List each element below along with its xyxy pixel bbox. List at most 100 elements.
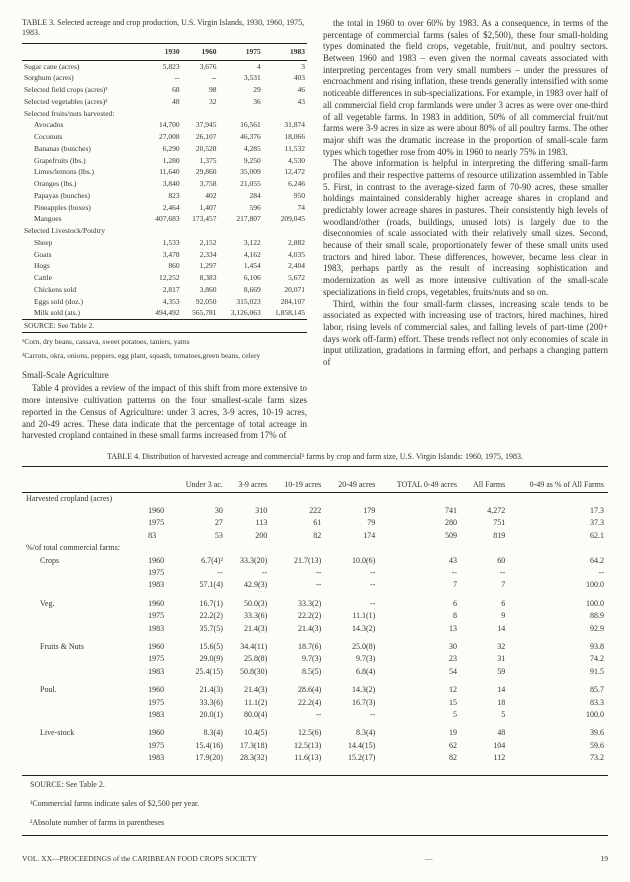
table4-label: %/of total commercial farms:: [22, 542, 144, 554]
table3-cell: 4,285: [219, 143, 263, 155]
footer-left: VOL. XX—PROCEEDINGS of the CARIBBEAN FOO…: [22, 854, 257, 864]
table3-label: Oranges (lbs.): [22, 178, 145, 190]
table3-cell: 3,840: [145, 178, 182, 190]
table4-cell: 100.0: [509, 598, 608, 610]
table4-cell: 222: [271, 505, 325, 517]
table4-cell: 12.5(13): [271, 740, 325, 752]
table3-label: Selected Livestock/Poultry: [22, 225, 145, 237]
table4: Under 3 ac.3-9 acres10-19 acres20-49 acr…: [22, 479, 608, 770]
table4-label: Live-stock: [22, 727, 144, 739]
table3-cell: 20,071: [263, 284, 307, 296]
table4-cell: --: [509, 567, 608, 579]
table3-cell: 98: [182, 84, 219, 96]
table4-header: TOTAL 0-49 acres: [379, 479, 461, 492]
table4-cell: 28.6(4): [271, 684, 325, 696]
table4-cell: --: [173, 567, 227, 579]
table3-cell: 4: [219, 60, 263, 72]
table3-label: Papayas (bunches): [22, 190, 145, 202]
table4-cell: 19: [379, 727, 461, 739]
table4-cell: 9.7(3): [325, 653, 379, 665]
table4-cell: 8.5(5): [271, 666, 325, 678]
table3-label: Mangoes: [22, 213, 145, 225]
table4-cell: [271, 492, 325, 505]
table3-cell: 46: [263, 84, 307, 96]
table3-cell: 173,457: [182, 213, 219, 225]
table3-cell: 74: [263, 202, 307, 214]
table3-cell: 403: [263, 72, 307, 84]
table3-cell: 12,472: [263, 166, 307, 178]
table3-cell: 92,050: [182, 296, 219, 308]
table4-year: 1975: [144, 517, 173, 529]
table4-cell: [227, 492, 271, 505]
table4-cell: 39.6: [509, 727, 608, 739]
table3-cell: 14,700: [145, 119, 182, 131]
table4-cell: 21.4(3): [173, 684, 227, 696]
table4-cell: 34.4(11): [227, 641, 271, 653]
table4-label: [22, 623, 144, 635]
table4-header: All Farms: [461, 479, 509, 492]
table4-year: [144, 492, 173, 505]
table4-cell: 92.9: [509, 623, 608, 635]
table4-cell: --: [271, 709, 325, 721]
table3-cell: 3,478: [145, 249, 182, 261]
table3-label: Sugar cane (acres): [22, 60, 145, 72]
table4-label: [22, 567, 144, 579]
table4-year: 1975: [144, 697, 173, 709]
table4-year: 1983: [144, 579, 173, 591]
table4-cell: [325, 492, 379, 505]
table4-label: [22, 752, 144, 764]
table4-cell: --: [325, 579, 379, 591]
table4-cell: 22.2(4): [271, 697, 325, 709]
table4-year: 1983: [144, 623, 173, 635]
table3-label: Milk sold (ats.): [22, 307, 145, 319]
table4-cell: [461, 542, 509, 554]
table4-year: 1960: [144, 641, 173, 653]
table4-cell: 10.4(5): [227, 727, 271, 739]
table4-cell: 14.3(2): [325, 684, 379, 696]
table4-cell: 12: [379, 684, 461, 696]
table4-year: 1960: [144, 684, 173, 696]
table4-cell: 10.0(6): [325, 555, 379, 567]
table4-cell: 85.7: [509, 684, 608, 696]
table3-cell: 1,297: [182, 260, 219, 272]
table3-cell: [219, 225, 263, 237]
table4-cell: --: [271, 567, 325, 579]
table3-cell: 2,464: [145, 202, 182, 214]
table4-cell: 30: [173, 505, 227, 517]
table4-header: 20-49 acres: [325, 479, 379, 492]
table3-cell: 6,246: [263, 178, 307, 190]
table4-cell: 79: [325, 517, 379, 529]
table4-cell: 13: [379, 623, 461, 635]
table4-cell: --: [271, 579, 325, 591]
table4-caption: TABLE 4. Distribution of harvested acrea…: [22, 452, 608, 462]
table4-cell: 100.0: [509, 579, 608, 591]
table4-cell: 21.4(3): [227, 623, 271, 635]
table4-cell: 33.3(6): [227, 610, 271, 622]
table4-label: [22, 740, 144, 752]
table4-cell: 8: [379, 610, 461, 622]
table3-cell: 407,683: [145, 213, 182, 225]
table3-col: [22, 43, 145, 60]
table4-cell: 33.3(20): [227, 555, 271, 567]
table3-cell: 46,376: [219, 131, 263, 143]
table4-cell: 61: [271, 517, 325, 529]
table4-label: [22, 666, 144, 678]
table3-cell: 36: [219, 96, 263, 108]
table4-cell: 12.5(6): [271, 727, 325, 739]
table3-label: Selected vegetables (acres)²: [22, 96, 145, 108]
table4-cell: 5: [461, 709, 509, 721]
table3-cell: [182, 108, 219, 120]
table3-cell: 29,860: [182, 166, 219, 178]
table3-cell: 11,640: [145, 166, 182, 178]
table4-cell: 100.0: [509, 709, 608, 721]
table4-cell: 15.6(5): [173, 641, 227, 653]
table3-cell: 4,530: [263, 155, 307, 167]
table4-cell: 59.6: [509, 740, 608, 752]
table3-cell: --: [145, 72, 182, 84]
table3-label: Chickens sold: [22, 284, 145, 296]
table4-cell: 7: [461, 579, 509, 591]
table3-cell: [145, 225, 182, 237]
table3-col: 1975: [219, 43, 263, 60]
table4-cell: 53: [173, 530, 227, 542]
table4-header: [22, 479, 144, 492]
